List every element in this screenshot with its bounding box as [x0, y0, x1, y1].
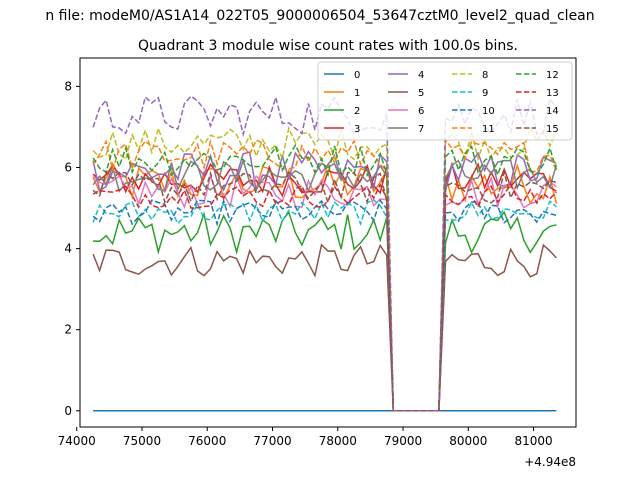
x-tick-label: 76000 — [188, 434, 226, 448]
series-line-1 — [92, 161, 558, 412]
x-tick-label: 80000 — [449, 434, 487, 448]
legend-label-11: 11 — [482, 124, 495, 135]
x-tick-label: 81000 — [514, 434, 552, 448]
y-tick-label: 0 — [64, 404, 72, 418]
legend-label-6: 6 — [418, 106, 424, 117]
series-lines — [92, 94, 558, 412]
legend-label-7: 7 — [418, 124, 424, 135]
series-line-10 — [92, 198, 557, 412]
axes: 74000 75000 76000 77000 78000 79000 80000 81000… — [58, 79, 553, 448]
legend-label-14: 14 — [546, 106, 559, 117]
plot-frame — [79, 57, 577, 428]
y-tick-label: 2 — [64, 323, 72, 337]
series-line-7 — [92, 158, 558, 412]
legend-label-13: 13 — [546, 88, 559, 99]
figure-suptitle: n file: modeM0/AS1A14_022T05_9000006504_… — [45, 8, 594, 24]
legend-label-10: 10 — [482, 106, 495, 117]
y-tick-label: 8 — [64, 79, 72, 93]
legend-label-9: 9 — [482, 88, 488, 99]
legend-label-1: 1 — [354, 88, 360, 99]
legend-label-2: 2 — [354, 106, 360, 117]
legend-label-5: 5 — [418, 88, 424, 99]
legend-label-0: 0 — [354, 70, 360, 81]
chart-title: Quadrant 3 module wise count rates with … — [138, 38, 518, 54]
y-tick-label: 4 — [64, 242, 72, 256]
series-line-11 — [92, 138, 558, 412]
x-offset-label: +4.94e8 — [524, 455, 576, 469]
legend-label-8: 8 — [482, 70, 488, 81]
y-tick-label: 6 — [64, 160, 72, 174]
x-tick-label: 79000 — [384, 434, 422, 448]
series-line-14 — [92, 94, 558, 412]
x-tick-label: 75000 — [123, 434, 161, 448]
x-tick-label: 77000 — [253, 434, 291, 448]
x-tick-label: 74000 — [58, 434, 96, 448]
x-tick-label: 78000 — [319, 434, 357, 448]
series-line-3 — [92, 161, 557, 412]
legend-label-12: 12 — [546, 70, 559, 81]
series-line-9 — [92, 199, 557, 412]
series-line-2 — [93, 210, 557, 412]
series-line-12 — [92, 143, 558, 412]
series-line-5 — [92, 243, 557, 412]
legend-label-4: 4 — [418, 70, 424, 81]
series-line-13 — [92, 182, 557, 412]
legend-label-3: 3 — [354, 124, 360, 135]
series-line-15 — [92, 169, 557, 412]
legend-label-15: 15 — [546, 124, 559, 135]
legend-box — [317, 61, 573, 141]
series-line-8 — [92, 125, 558, 412]
